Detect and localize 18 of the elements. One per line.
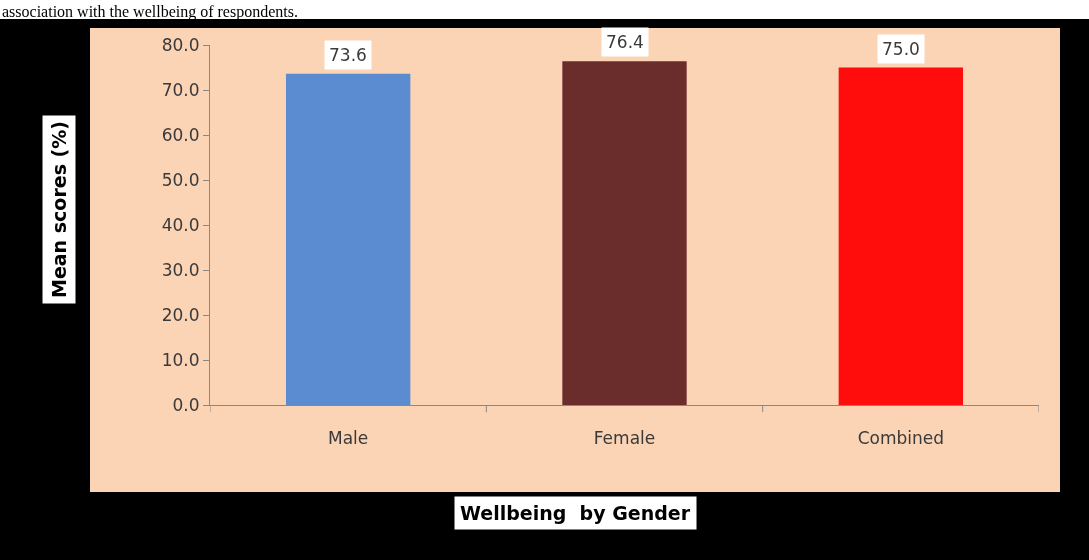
y-tick-label: 60.0	[161, 124, 200, 145]
x-tick-label: Combined	[857, 428, 945, 449]
y-axis-title: Mean scores (%)	[48, 121, 70, 298]
y-tick-label: 70.0	[161, 79, 200, 100]
y-tick-label: 20.0	[161, 304, 200, 325]
data-label: 76.4	[606, 32, 644, 52]
x-tick-label: Male	[328, 428, 369, 449]
y-tick-label: 30.0	[161, 259, 200, 280]
y-tick-label: 10.0	[161, 349, 200, 370]
x-axis-title: Wellbeing by Gender	[460, 502, 691, 524]
data-label: 73.6	[329, 45, 367, 65]
x-tick-label: Female	[593, 428, 656, 449]
y-tick-label: 80.0	[161, 34, 200, 55]
y-tick-label: 40.0	[161, 214, 200, 235]
y-tick-label: 50.0	[161, 169, 200, 190]
y-tick-label: 0.0	[172, 394, 200, 415]
data-label: 75.0	[882, 39, 920, 59]
text: association with the wellbeing of respondents.	[2, 3, 298, 21]
